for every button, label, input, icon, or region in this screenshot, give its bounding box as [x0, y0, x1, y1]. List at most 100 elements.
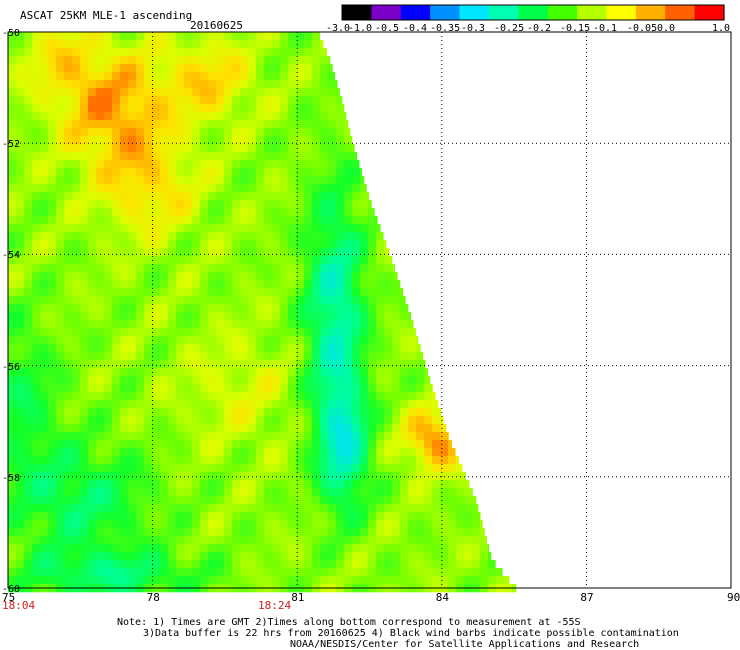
swath-cell	[136, 560, 145, 569]
swath-cell	[416, 400, 425, 409]
swath-cell	[240, 256, 249, 265]
swath-cell	[368, 344, 377, 353]
swath-cell	[296, 352, 305, 361]
swath-cell	[384, 464, 393, 473]
swath-cell	[256, 104, 265, 113]
swath-cell	[240, 160, 249, 169]
swath-cell	[256, 448, 265, 457]
swath-cell	[384, 248, 390, 257]
swath-cell	[40, 432, 49, 441]
swath-cell	[288, 488, 297, 497]
swath-cell	[312, 328, 321, 337]
swath-cell	[272, 56, 281, 65]
swath-cell	[216, 152, 225, 161]
swath-cell	[56, 232, 65, 241]
swath-cell	[352, 256, 361, 265]
swath-cell	[216, 464, 225, 473]
swath-cell	[184, 384, 193, 393]
swath-cell	[336, 312, 345, 321]
swath-cell	[128, 544, 137, 553]
swath-cell	[272, 560, 281, 569]
swath-cell	[96, 400, 105, 409]
swath-cell	[152, 112, 161, 121]
swath-cell	[232, 264, 241, 273]
swath-cell	[192, 280, 201, 289]
swath-cell	[288, 392, 297, 401]
swath-cell	[392, 408, 401, 417]
swath-cell	[96, 168, 105, 177]
swath-cell	[408, 344, 417, 353]
swath-cell	[184, 576, 193, 585]
swath-cell	[216, 296, 225, 305]
swath-cell	[248, 328, 257, 337]
swath-cell	[328, 56, 331, 65]
swath-cell	[464, 496, 473, 505]
swath-cell	[360, 456, 369, 465]
swath-cell	[32, 88, 41, 97]
swath-cell	[224, 392, 233, 401]
swath-cell	[312, 496, 321, 505]
swath-cell	[48, 352, 57, 361]
swath-cell	[176, 392, 185, 401]
swath-cell	[24, 152, 33, 161]
swath-cell	[24, 208, 33, 217]
swath-cell	[296, 512, 305, 521]
swath-cell	[224, 416, 233, 425]
swath-cell	[344, 464, 353, 473]
swath-cell	[160, 408, 169, 417]
swath-cell	[160, 200, 169, 209]
swath-cell	[232, 568, 241, 577]
swath-cell	[248, 184, 257, 193]
swath-cell	[136, 520, 145, 529]
swath-cell	[112, 400, 121, 409]
swath-cell	[40, 264, 49, 273]
swath-cell	[280, 560, 289, 569]
swath-cell	[64, 336, 73, 345]
swath-cell	[136, 536, 145, 545]
swath-cell	[8, 440, 17, 449]
swath-cell	[392, 528, 401, 537]
swath-cell	[176, 496, 185, 505]
swath-cell	[312, 168, 321, 177]
swath-cell	[32, 288, 41, 297]
swath-cell	[312, 472, 321, 481]
swath-cell	[184, 264, 193, 273]
swath-cell	[352, 424, 361, 433]
swath-cell	[312, 352, 321, 361]
swath-cell	[336, 440, 345, 449]
swath-cell	[136, 64, 145, 73]
swath-cell	[160, 320, 169, 329]
swath-cell	[312, 416, 321, 425]
swath-cell	[368, 256, 377, 265]
swath-cell	[256, 496, 265, 505]
swath-cell	[160, 384, 169, 393]
swath-cell	[360, 416, 369, 425]
swath-cell	[344, 544, 353, 553]
swath-cell	[224, 544, 233, 553]
swath-cell	[80, 128, 89, 137]
swath-cell	[296, 560, 305, 569]
swath-cell	[208, 440, 217, 449]
swath-cell	[392, 272, 398, 281]
swath-cell	[296, 456, 305, 465]
swath-cell	[208, 112, 217, 121]
swath-cell	[136, 288, 145, 297]
swath-cell	[32, 272, 41, 281]
swath-cell	[160, 536, 169, 545]
swath-cell	[208, 448, 217, 457]
swath-cell	[104, 432, 113, 441]
swath-cell	[320, 224, 329, 233]
swath-cell	[352, 312, 361, 321]
swath-cell	[16, 136, 25, 145]
swath-cell	[120, 560, 129, 569]
swath-cell	[192, 544, 201, 553]
swath-cell	[16, 80, 25, 89]
swath-cell	[136, 328, 145, 337]
swath-cell	[416, 504, 425, 513]
swath-cell	[288, 112, 297, 121]
swath-cell	[128, 48, 137, 57]
swath-cell	[32, 56, 41, 65]
swath-cell	[120, 112, 129, 121]
swath-cell	[392, 288, 401, 297]
swath-cell	[80, 552, 89, 561]
